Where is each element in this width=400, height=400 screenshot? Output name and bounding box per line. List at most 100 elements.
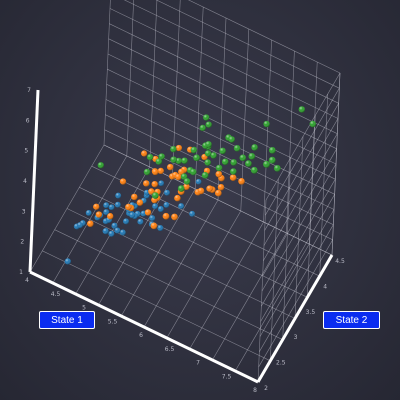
- series-3-point[interactable]: [151, 192, 159, 199]
- series-2-point[interactable]: [166, 163, 174, 171]
- series-1-point[interactable]: [157, 225, 164, 231]
- series-3-point[interactable]: [221, 158, 229, 165]
- series-1-point[interactable]: [108, 230, 115, 237]
- series-1-point[interactable]: [114, 227, 121, 234]
- series-2-point[interactable]: [119, 178, 127, 185]
- series-2-point[interactable]: [144, 209, 152, 216]
- series-2-point[interactable]: [206, 185, 213, 192]
- series-1-point[interactable]: [152, 203, 159, 210]
- series-2-point[interactable]: [95, 211, 103, 218]
- series-3-point[interactable]: [190, 146, 198, 154]
- series-3-point[interactable]: [170, 156, 177, 163]
- series-2-point[interactable]: [141, 150, 148, 157]
- series-1-point[interactable]: [157, 206, 164, 212]
- series-3-point[interactable]: [250, 166, 258, 174]
- series-2-point[interactable]: [215, 189, 222, 197]
- series-2-point[interactable]: [148, 188, 155, 195]
- series-1-point[interactable]: [103, 202, 110, 209]
- series-1-point[interactable]: [195, 178, 202, 185]
- series-2-point[interactable]: [143, 180, 150, 187]
- series-3-point[interactable]: [204, 159, 211, 166]
- series-3-point[interactable]: [263, 120, 270, 128]
- series-2-point[interactable]: [217, 183, 225, 191]
- series-2-point[interactable]: [197, 187, 205, 195]
- series-3-point[interactable]: [201, 171, 209, 179]
- series-2-point[interactable]: [131, 193, 138, 201]
- series-2-point[interactable]: [107, 213, 114, 220]
- series-2-point[interactable]: [215, 170, 223, 178]
- series-3-point[interactable]: [143, 168, 151, 176]
- series-1-point[interactable]: [123, 218, 129, 225]
- series-1-point[interactable]: [102, 228, 109, 235]
- series-2-point[interactable]: [238, 178, 245, 185]
- series-3-point[interactable]: [309, 120, 317, 128]
- series-3-point[interactable]: [230, 168, 237, 175]
- series-2-point[interactable]: [136, 199, 144, 206]
- series-3-point[interactable]: [233, 144, 241, 152]
- series-2-point[interactable]: [229, 174, 237, 181]
- series-3-point[interactable]: [199, 124, 206, 131]
- series-3-point[interactable]: [263, 160, 270, 168]
- series-1-point[interactable]: [178, 203, 185, 210]
- series-2-point[interactable]: [183, 183, 190, 190]
- series-3-point[interactable]: [155, 158, 162, 165]
- series-1-point[interactable]: [77, 222, 83, 229]
- series-1-point[interactable]: [189, 210, 196, 217]
- series-3-point[interactable]: [248, 152, 256, 160]
- series-3-point[interactable]: [146, 153, 154, 161]
- series-2-point[interactable]: [87, 220, 94, 227]
- series-3-point[interactable]: [205, 121, 212, 128]
- series-2-point[interactable]: [178, 168, 185, 175]
- series-2-point[interactable]: [157, 167, 164, 175]
- series-1-point[interactable]: [108, 204, 115, 211]
- series-1-point[interactable]: [111, 222, 118, 229]
- series-3-point[interactable]: [219, 147, 226, 155]
- series-2-point[interactable]: [175, 144, 182, 152]
- series-1-point[interactable]: [158, 180, 165, 187]
- series-2-point[interactable]: [152, 168, 159, 176]
- series-3-point[interactable]: [268, 146, 276, 154]
- series-3-point[interactable]: [273, 164, 281, 172]
- series-3-point[interactable]: [245, 160, 252, 167]
- series-1-point[interactable]: [119, 229, 126, 236]
- series-3-point[interactable]: [205, 141, 212, 148]
- series-3-point[interactable]: [239, 154, 247, 162]
- series-1-point[interactable]: [163, 202, 170, 208]
- series-3-point[interactable]: [175, 157, 182, 165]
- series-3-point[interactable]: [97, 162, 104, 169]
- series-2-point[interactable]: [162, 212, 170, 220]
- state-2-button[interactable]: State 2: [323, 311, 380, 329]
- series-2-point[interactable]: [175, 173, 182, 181]
- series-3-point[interactable]: [190, 168, 197, 176]
- series-1-point[interactable]: [103, 209, 110, 216]
- series-1-point[interactable]: [64, 258, 71, 265]
- series-1-point[interactable]: [137, 218, 144, 225]
- state-1-button[interactable]: State 1: [39, 311, 95, 329]
- series-1-point[interactable]: [129, 212, 136, 218]
- series-1-point[interactable]: [164, 189, 170, 196]
- series-1-point[interactable]: [85, 209, 92, 216]
- series-1-point[interactable]: [115, 192, 122, 199]
- series-3-point[interactable]: [204, 150, 212, 157]
- series-3-point[interactable]: [210, 152, 217, 159]
- series-1-point[interactable]: [114, 201, 121, 208]
- series-3-point[interactable]: [181, 157, 188, 164]
- series-3-point[interactable]: [251, 144, 258, 151]
- series-3-point[interactable]: [170, 145, 177, 153]
- series-2-point[interactable]: [93, 203, 100, 210]
- series-3-point[interactable]: [228, 136, 235, 143]
- series-3-point[interactable]: [268, 156, 276, 164]
- series-2-point[interactable]: [151, 180, 158, 188]
- series-3-point[interactable]: [183, 178, 191, 185]
- series-2-point[interactable]: [125, 203, 132, 211]
- series-3-point[interactable]: [193, 154, 200, 162]
- series-3-point[interactable]: [298, 106, 305, 113]
- series-2-point[interactable]: [150, 222, 158, 230]
- series-3-point[interactable]: [215, 164, 223, 172]
- series-3-point[interactable]: [180, 173, 188, 180]
- series-3-point[interactable]: [230, 159, 237, 166]
- series-2-point[interactable]: [174, 194, 181, 202]
- series-3-point[interactable]: [177, 185, 185, 192]
- series-3-point[interactable]: [158, 153, 165, 160]
